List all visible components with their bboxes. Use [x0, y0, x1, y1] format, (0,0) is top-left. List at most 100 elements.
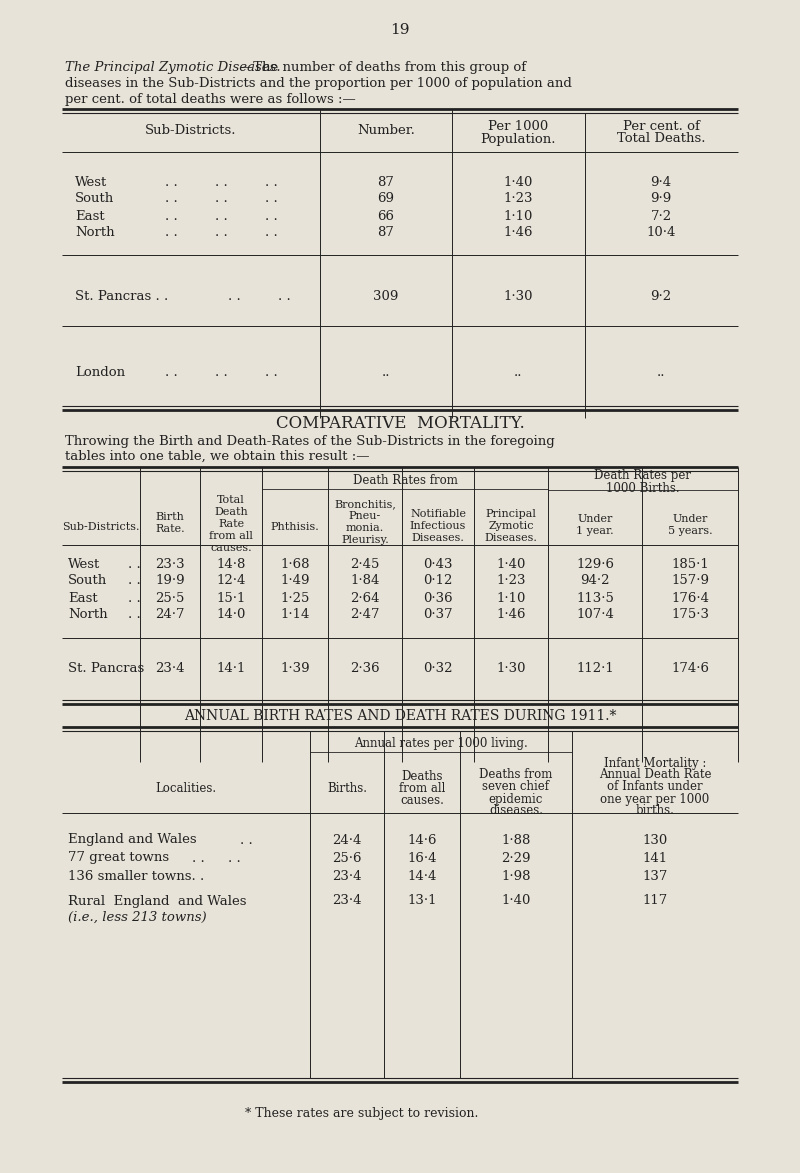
Text: 0·43: 0·43	[423, 557, 453, 570]
Text: 0·36: 0·36	[423, 591, 453, 604]
Text: 69: 69	[378, 192, 394, 205]
Text: . .: . .	[215, 192, 228, 205]
Text: ..: ..	[382, 366, 390, 379]
Text: Bronchitis,: Bronchitis,	[334, 499, 396, 509]
Text: . .: . .	[265, 366, 278, 379]
Text: . .: . .	[128, 575, 141, 588]
Text: (i.e., less 213 towns): (i.e., less 213 towns)	[68, 910, 206, 923]
Text: diseases.: diseases.	[489, 805, 543, 818]
Text: 25·5: 25·5	[155, 591, 185, 604]
Text: 14·6: 14·6	[407, 834, 437, 847]
Text: 1·25: 1·25	[280, 591, 310, 604]
Text: . .: . .	[215, 226, 228, 239]
Text: 87: 87	[378, 176, 394, 189]
Text: Death: Death	[214, 507, 248, 517]
Text: 1·14: 1·14	[280, 609, 310, 622]
Text: 2·47: 2·47	[350, 609, 380, 622]
Text: 1·30: 1·30	[503, 291, 533, 304]
Text: . .: . .	[215, 366, 228, 379]
Text: 1·68: 1·68	[280, 557, 310, 570]
Text: 9·9: 9·9	[650, 192, 672, 205]
Text: Total: Total	[217, 495, 245, 506]
Text: 13·1: 13·1	[407, 895, 437, 908]
Text: 24·4: 24·4	[332, 834, 362, 847]
Text: South: South	[75, 192, 114, 205]
Text: . .: . .	[278, 291, 290, 304]
Text: from all: from all	[399, 782, 445, 795]
Text: 19·9: 19·9	[155, 575, 185, 588]
Text: 112·1: 112·1	[576, 662, 614, 674]
Text: Under: Under	[578, 514, 613, 524]
Text: 1·10: 1·10	[496, 591, 526, 604]
Text: . .: . .	[165, 210, 178, 223]
Text: . .: . .	[128, 609, 141, 622]
Text: England and Wales: England and Wales	[68, 834, 197, 847]
Text: 19: 19	[390, 23, 410, 38]
Text: Notifiable: Notifiable	[410, 509, 466, 518]
Text: 136 smaller towns. .: 136 smaller towns. .	[68, 869, 204, 882]
Text: of Infants under: of Infants under	[607, 780, 703, 793]
Text: 15·1: 15·1	[216, 591, 246, 604]
Text: . .: . .	[165, 366, 178, 379]
Text: Death Rates from: Death Rates from	[353, 475, 458, 488]
Text: . .: . .	[240, 834, 253, 847]
Text: 23·3: 23·3	[155, 557, 185, 570]
Text: North: North	[75, 226, 114, 239]
Text: . .: . .	[265, 226, 278, 239]
Text: 117: 117	[642, 895, 668, 908]
Text: tables into one table, we obtain this result :—: tables into one table, we obtain this re…	[65, 449, 370, 462]
Text: 14·8: 14·8	[216, 557, 246, 570]
Text: causes.: causes.	[400, 794, 444, 807]
Text: 113·5: 113·5	[576, 591, 614, 604]
Text: . .: . .	[215, 176, 228, 189]
Text: one year per 1000: one year per 1000	[600, 793, 710, 806]
Text: Number.: Number.	[357, 124, 415, 137]
Text: 185·1: 185·1	[671, 557, 709, 570]
Text: West: West	[75, 176, 107, 189]
Text: Diseases.: Diseases.	[485, 533, 538, 543]
Text: 1000 Births.: 1000 Births.	[606, 481, 680, 495]
Text: 1·46: 1·46	[496, 609, 526, 622]
Text: Under: Under	[672, 514, 708, 524]
Text: 174·6: 174·6	[671, 662, 709, 674]
Text: diseases in the Sub-Districts and the proportion per 1000 of population and: diseases in the Sub-Districts and the pr…	[65, 77, 572, 90]
Text: . .: . .	[165, 192, 178, 205]
Text: Per 1000: Per 1000	[488, 120, 548, 133]
Text: Diseases.: Diseases.	[411, 533, 465, 543]
Text: Population.: Population.	[480, 133, 556, 145]
Text: Phthisis.: Phthisis.	[270, 522, 319, 533]
Text: Births.: Births.	[327, 782, 367, 795]
Text: 1·46: 1·46	[503, 226, 533, 239]
Text: 0·32: 0·32	[423, 662, 453, 674]
Text: COMPARATIVE  MORTALITY.: COMPARATIVE MORTALITY.	[276, 415, 524, 433]
Text: 2·29: 2·29	[502, 852, 530, 865]
Text: Deaths: Deaths	[402, 771, 442, 784]
Text: —The number of deaths from this group of: —The number of deaths from this group of	[240, 61, 526, 75]
Text: 23·4: 23·4	[332, 895, 362, 908]
Text: Infant Mortality :: Infant Mortality :	[604, 757, 706, 769]
Text: 1·23: 1·23	[503, 192, 533, 205]
Text: 66: 66	[378, 210, 394, 223]
Text: ANNUAL BIRTH RATES AND DEATH RATES DURING 1911.*: ANNUAL BIRTH RATES AND DEATH RATES DURIN…	[184, 708, 616, 723]
Text: Infectious: Infectious	[410, 521, 466, 531]
Text: 0·12: 0·12	[423, 575, 453, 588]
Text: 1·88: 1·88	[502, 834, 530, 847]
Text: 1·98: 1·98	[502, 869, 530, 882]
Text: South: South	[68, 575, 107, 588]
Text: 2·64: 2·64	[350, 591, 380, 604]
Text: * These rates are subject to revision.: * These rates are subject to revision.	[245, 1106, 478, 1119]
Text: 10·4: 10·4	[646, 226, 676, 239]
Text: 1·49: 1·49	[280, 575, 310, 588]
Text: 130: 130	[642, 834, 668, 847]
Text: 107·4: 107·4	[576, 609, 614, 622]
Text: West: West	[68, 557, 100, 570]
Text: 77 great towns: 77 great towns	[68, 852, 169, 865]
Text: epidemic: epidemic	[489, 793, 543, 806]
Text: Per cent. of: Per cent. of	[622, 120, 699, 133]
Text: 176·4: 176·4	[671, 591, 709, 604]
Text: Rural  England  and Wales: Rural England and Wales	[68, 895, 246, 908]
Text: 175·3: 175·3	[671, 609, 709, 622]
Text: . .: . .	[228, 852, 241, 865]
Text: North: North	[68, 609, 108, 622]
Text: 9·2: 9·2	[650, 291, 671, 304]
